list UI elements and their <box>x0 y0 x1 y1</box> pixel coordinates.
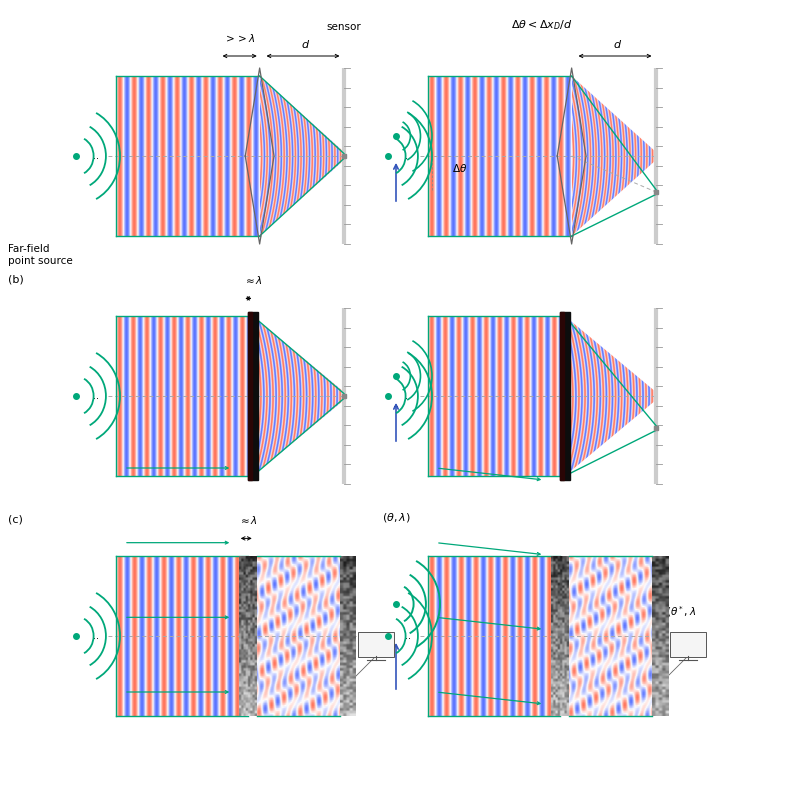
Text: $\Delta\theta < \Delta x_D/d$: $\Delta\theta < \Delta x_D/d$ <box>511 18 573 32</box>
FancyBboxPatch shape <box>358 633 394 658</box>
Text: (b): (b) <box>8 274 24 284</box>
Text: $\approx\lambda$: $\approx\lambda$ <box>243 274 262 286</box>
Text: ..: .. <box>405 631 411 641</box>
Text: ..: .. <box>393 399 399 409</box>
Text: $>> \lambda$: $>> \lambda$ <box>223 32 256 44</box>
Bar <box>248 312 252 480</box>
FancyBboxPatch shape <box>670 633 706 658</box>
Bar <box>248 312 258 480</box>
Bar <box>560 312 564 480</box>
Text: ..: .. <box>93 151 99 161</box>
Text: $(\theta^*, \lambda$: $(\theta^*, \lambda$ <box>666 605 696 619</box>
Text: $d$: $d$ <box>614 38 622 50</box>
Text: sensor: sensor <box>326 22 362 32</box>
Text: ..: .. <box>405 391 411 401</box>
Text: $(\theta, \lambda)$: $(\theta, \lambda)$ <box>382 511 410 524</box>
Text: ..: .. <box>93 631 99 641</box>
Text: ..: .. <box>405 151 411 161</box>
Bar <box>560 312 570 480</box>
Text: $d$: $d$ <box>302 38 310 50</box>
Text: $\Delta\theta$: $\Delta\theta$ <box>452 162 467 174</box>
Text: Far-field
point source: Far-field point source <box>8 244 73 266</box>
Text: (c): (c) <box>8 514 23 524</box>
Text: $\approx\lambda$: $\approx\lambda$ <box>238 514 258 526</box>
Text: ..: .. <box>93 391 99 401</box>
